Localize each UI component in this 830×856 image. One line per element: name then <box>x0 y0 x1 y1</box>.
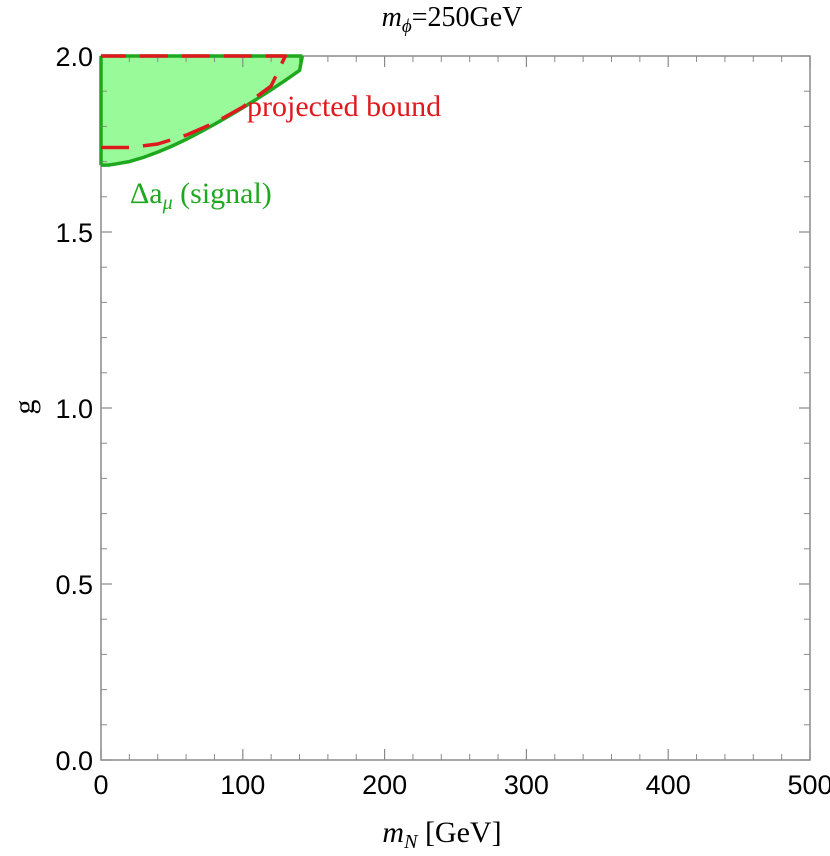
y-tick-label: 2.0 <box>55 42 93 72</box>
y-tick-label: 1.5 <box>55 218 93 248</box>
y-tick-label: 0.5 <box>55 570 93 600</box>
x-axis-label-main: m <box>382 816 404 849</box>
annotation-signal-rest: (signal) <box>173 177 272 210</box>
y-axis-label: g <box>8 400 41 415</box>
x-tick-label: 500 <box>787 770 830 800</box>
y-tick-label: 1.0 <box>55 394 93 424</box>
annotation-signal-main: Δa <box>130 177 163 210</box>
x-tick-label: 300 <box>504 770 549 800</box>
plot-frame <box>100 55 811 761</box>
x-tick-label: 400 <box>646 770 691 800</box>
y-tick-label: 0.0 <box>55 746 93 776</box>
chart-title-rest: =250GeV <box>412 2 523 33</box>
chart-title-main: m <box>382 2 402 33</box>
chart-title-sub: ϕ <box>402 16 412 37</box>
signal-curve <box>101 55 305 167</box>
chart-title: mϕ=250GeV <box>382 2 523 37</box>
x-axis-label-rest: [GeV] <box>417 816 501 849</box>
x-axis-label-sub: N <box>403 831 419 853</box>
annotation-signal: Δaμ (signal) <box>130 177 272 214</box>
annotation-signal-sub: μ <box>162 192 173 214</box>
x-axis-label: mN [GeV] <box>382 816 501 853</box>
annotation-projected-bound: projected bound <box>247 90 441 123</box>
plot-layer: 0 100 200 300 400 500 0.0 0.5 1.0 1.5 2.0 <box>55 42 830 800</box>
x-tick-label: 200 <box>362 770 407 800</box>
x-tick-label: 0 <box>93 770 108 800</box>
signal-region-fill <box>101 56 303 166</box>
x-tick-label: 100 <box>220 770 265 800</box>
